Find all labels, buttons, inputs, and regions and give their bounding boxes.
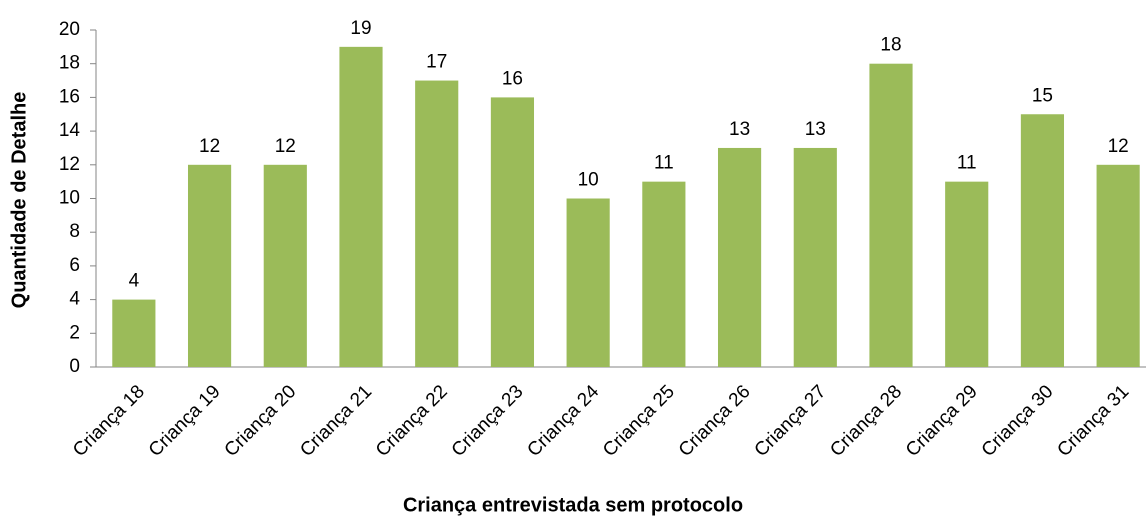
- bar: [1020, 114, 1065, 367]
- data-label: 4: [129, 271, 140, 292]
- x-tick-label: Criança 26: [675, 381, 755, 461]
- x-tick-label: Criança 28: [826, 381, 906, 461]
- x-tick-label: Criança 24: [523, 381, 603, 461]
- bar: [263, 164, 307, 367]
- bar: [869, 63, 913, 367]
- bar: [112, 299, 156, 367]
- x-tick-label: Criança 21: [296, 381, 376, 461]
- y-tick-label: 10: [59, 188, 80, 209]
- y-tick-label: 12: [59, 154, 80, 175]
- y-tick-label: 2: [69, 322, 80, 343]
- data-label: 18: [880, 35, 901, 56]
- bar: [490, 97, 535, 368]
- data-label: 13: [805, 119, 826, 140]
- data-label: 10: [578, 170, 599, 191]
- x-tick-label: Criança 30: [978, 381, 1058, 461]
- bar: [945, 181, 989, 367]
- data-label: 15: [1032, 85, 1053, 106]
- data-label: 12: [275, 136, 296, 157]
- x-tick-label: Criança 27: [751, 381, 831, 461]
- data-label: 13: [729, 119, 750, 140]
- y-tick-label: 20: [59, 19, 80, 40]
- x-axis-title: Criança entrevistada sem protocolo: [403, 494, 743, 516]
- y-tick-label: 14: [59, 120, 81, 141]
- x-tick-label: Criança 19: [145, 381, 225, 461]
- data-label: 17: [426, 52, 447, 73]
- x-tick-label: Criança 18: [69, 381, 149, 461]
- data-label: 12: [1108, 136, 1129, 157]
- y-tick-label: 8: [69, 221, 80, 242]
- bar: [187, 164, 232, 367]
- x-tick-label: Criança 22: [372, 381, 452, 461]
- x-tick-label: Criança 25: [599, 381, 679, 461]
- x-tick-label: Criança 31: [1053, 381, 1133, 461]
- bar: [415, 80, 459, 368]
- bar: [339, 46, 383, 367]
- x-tick-label: Criança 20: [221, 381, 301, 461]
- y-tick-label: 4: [69, 289, 80, 310]
- data-label: 11: [654, 153, 674, 174]
- data-label: 12: [199, 136, 220, 157]
- y-tick-label: 0: [69, 356, 80, 377]
- data-label: 16: [502, 68, 523, 89]
- y-tick-label: 16: [59, 86, 80, 107]
- y-tick-label: 18: [59, 53, 80, 74]
- bar: [566, 198, 610, 367]
- bar: [642, 181, 686, 367]
- data-label: 19: [350, 18, 371, 39]
- y-tick-label: 6: [69, 255, 80, 276]
- x-tick-label: Criança 29: [902, 381, 982, 461]
- bar: [793, 147, 837, 367]
- bar: [1096, 164, 1140, 367]
- y-axis-title: Quantidade de Detalhe: [8, 92, 30, 309]
- data-label: 11: [957, 153, 977, 174]
- bar: [717, 147, 762, 367]
- x-tick-label: Criança 23: [448, 381, 528, 461]
